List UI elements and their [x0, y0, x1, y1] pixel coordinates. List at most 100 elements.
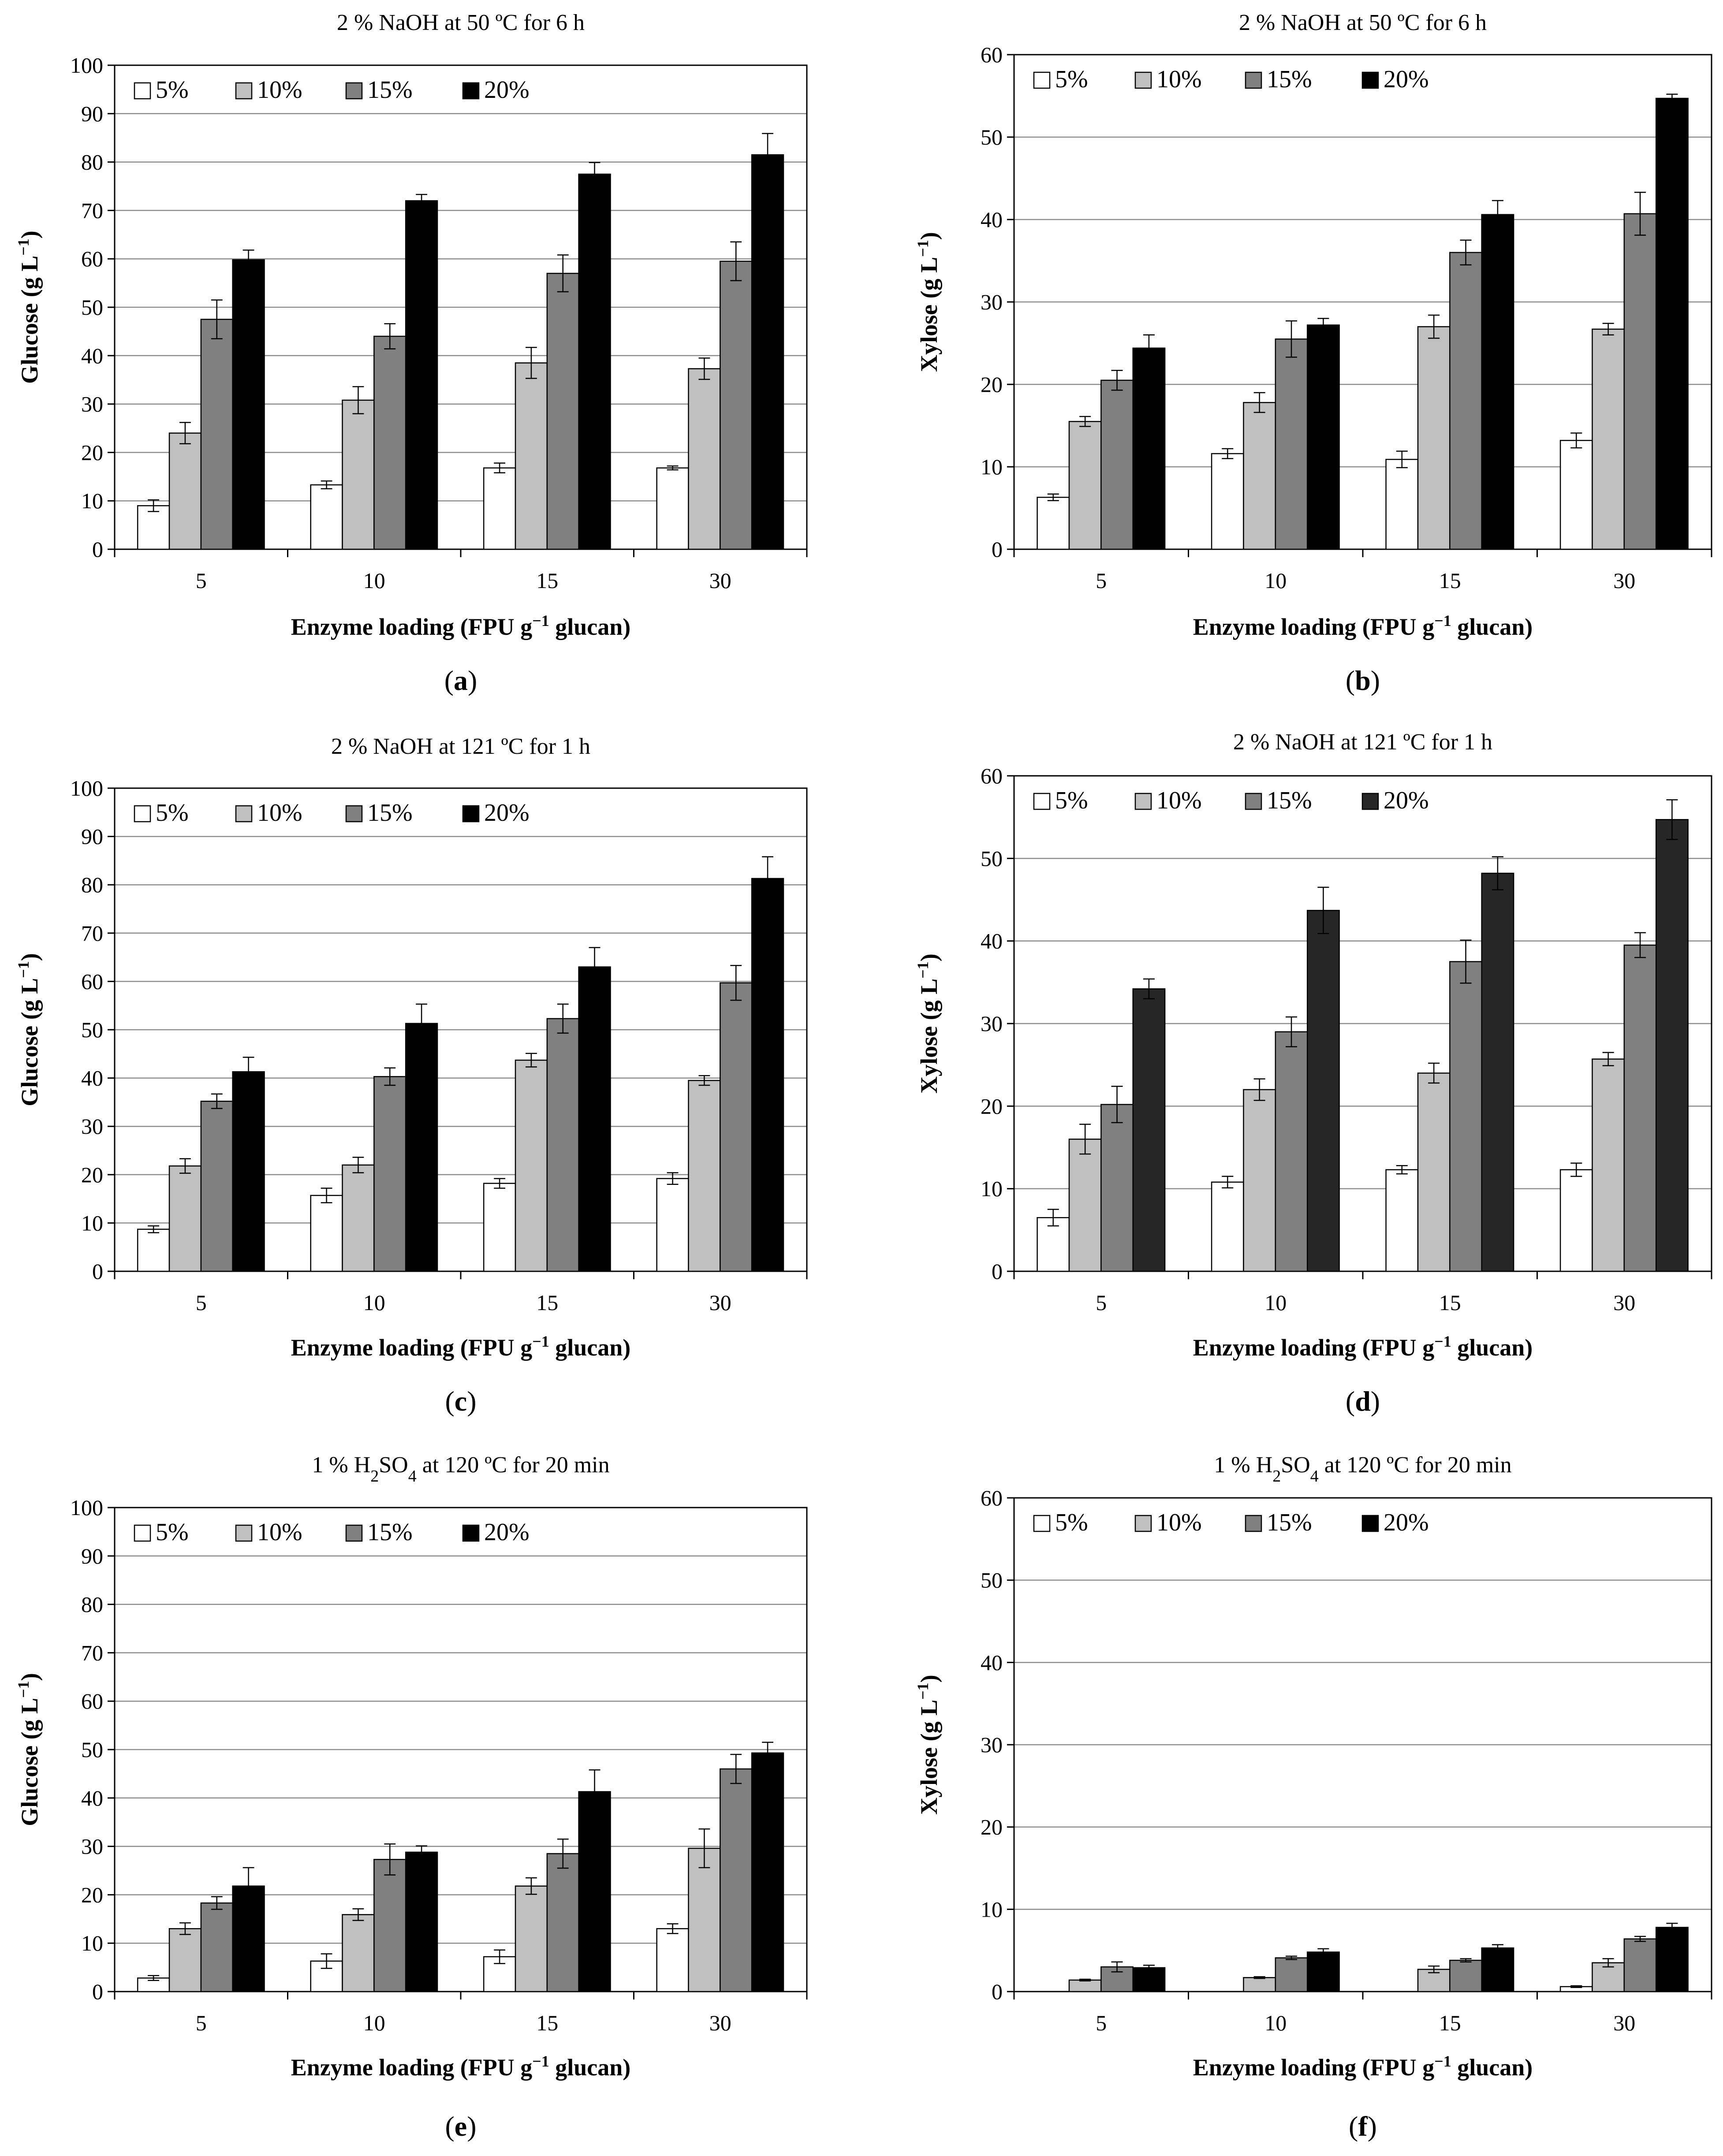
legend-swatch-15pct: [345, 805, 363, 823]
bar-5pct-30: [656, 1178, 689, 1272]
bar-20pct-5: [1132, 988, 1166, 1272]
bar-10pct-30: [688, 1847, 721, 1992]
legend-label-10pct: 10%: [1156, 787, 1202, 814]
y-tick-label: 10: [81, 1931, 103, 1955]
bar-20pct-10: [1306, 1951, 1340, 1992]
y-tick-label: 30: [981, 1732, 1003, 1757]
x-axis-title: Enzyme loading (FPU g−1 glucan): [1193, 1333, 1533, 1361]
legend-label-15pct: 15%: [367, 799, 413, 827]
legend-swatch-20pct: [462, 82, 480, 100]
y-tick-label: 10: [981, 1177, 1003, 1201]
bar-10pct-5: [1068, 1139, 1102, 1272]
legend-label-20pct: 20%: [484, 1519, 530, 1546]
x-tick-label: 15: [536, 1290, 558, 1315]
x-tick-label: 10: [363, 1290, 385, 1315]
legend-swatch-10pct: [1134, 1515, 1152, 1532]
y-tick-label: 60: [81, 1689, 103, 1713]
y-tick-label: 10: [981, 454, 1003, 479]
bar-15pct-10: [1275, 1957, 1308, 1992]
legend-label-10pct: 10%: [257, 76, 302, 104]
x-tick-label: 10: [1264, 2011, 1287, 2035]
legend-swatch-10pct: [235, 82, 253, 100]
x-axis-title: Enzyme loading (FPU g−1 glucan): [1193, 612, 1533, 640]
legend-label-5pct: 5%: [1055, 787, 1088, 814]
bar-5pct-15: [483, 467, 516, 550]
y-axis-title: Xylose (g L−1): [914, 232, 942, 372]
bar-20pct-15: [578, 966, 611, 1272]
legend-label-20pct: 20%: [484, 799, 530, 827]
bar-5pct-5: [1037, 496, 1070, 550]
bar-20pct-10: [1306, 324, 1340, 550]
bar-15pct-30: [1623, 213, 1657, 550]
bar-20pct-30: [1655, 819, 1689, 1272]
chart-panel-e: 1 % H2SO4 at 120 ºC for 20 min 0 10 20 30 40 5…: [15, 1452, 808, 2142]
y-axis-title: Xylose (g L−1): [914, 1675, 942, 1814]
bar-15pct-5: [200, 1902, 233, 1992]
bar-10pct-30: [688, 368, 721, 550]
legend-swatch-15pct: [345, 82, 363, 100]
legend-swatch-10pct: [235, 805, 253, 823]
y-tick-label: 10: [81, 488, 103, 513]
y-tick-label: 80: [81, 150, 103, 175]
chart-panel-c: 2 % NaOH at 121 ºC for 1 h 0 10 20 30 40 50 60 7…: [15, 734, 808, 1417]
y-tick-label: 50: [81, 1737, 103, 1762]
y-tick-label: 90: [81, 1544, 103, 1568]
y-axis-title: Glucose (g L−1): [15, 1673, 43, 1826]
legend-label-15pct: 15%: [367, 1519, 413, 1546]
legend-label-10pct: 10%: [1156, 66, 1202, 93]
panel-label: (b): [1346, 665, 1380, 696]
y-tick-label: 20: [981, 1815, 1003, 1839]
bar-15pct-30: [1623, 1938, 1657, 1992]
x-tick-label: 10: [1264, 1290, 1287, 1315]
bar-20pct-15: [578, 173, 611, 550]
legend-swatch-10pct: [1134, 793, 1152, 810]
y-axis-title: Glucose (g L−1): [15, 231, 43, 384]
bar-20pct-15: [578, 1791, 611, 1992]
bar-5pct-30: [656, 1928, 689, 1992]
bar-20pct-30: [1655, 97, 1689, 550]
y-tick-label: 30: [981, 1011, 1003, 1036]
y-tick-label: 20: [81, 1162, 103, 1187]
x-tick-label: 15: [1439, 568, 1461, 593]
bar-5pct-10: [1211, 1181, 1244, 1272]
bar-5pct-30: [656, 467, 689, 550]
legend-label-20pct: 20%: [1384, 787, 1429, 814]
bar-20pct-5: [1132, 347, 1166, 550]
legend-label-5pct: 5%: [1055, 1509, 1088, 1536]
y-tick-label: 10: [81, 1210, 103, 1235]
bar-15pct-10: [1275, 1031, 1308, 1272]
bar-15pct-15: [546, 1853, 579, 1992]
bar-20pct-15: [1481, 1947, 1514, 1992]
legend-swatch-5pct: [134, 1524, 151, 1542]
legend-swatch-10pct: [1134, 71, 1152, 89]
y-tick-label: 40: [81, 1066, 103, 1091]
legend-label-5pct: 5%: [156, 799, 189, 827]
y-tick-label: 50: [981, 1568, 1003, 1593]
y-tick-label: 90: [81, 101, 103, 126]
legend-swatch-5pct: [134, 82, 151, 100]
legend-swatch-5pct: [134, 805, 151, 823]
bar-5pct-15: [1385, 1169, 1419, 1272]
legend-label-5pct: 5%: [156, 1519, 189, 1546]
legend-swatch-20pct: [1361, 1515, 1379, 1532]
bar-15pct-15: [1449, 1959, 1482, 1992]
y-tick-label: 50: [81, 1017, 103, 1042]
legend-swatch-15pct: [1245, 71, 1262, 89]
y-tick-label: 20: [981, 1094, 1003, 1118]
chart-title: 2 % NaOH at 50 ºC for 6 h: [337, 10, 585, 35]
bar-15pct-30: [1623, 944, 1657, 1272]
legend-swatch-15pct: [1245, 793, 1262, 810]
bar-15pct-15: [1449, 961, 1482, 1272]
bar-10pct-5: [168, 1165, 202, 1272]
x-tick-label: 30: [1613, 1290, 1635, 1315]
x-axis-title: Enzyme loading (FPU g−1 glucan): [1193, 2052, 1533, 2081]
y-tick-label: 0: [992, 1259, 1003, 1284]
y-tick-label: 0: [92, 537, 103, 562]
bar-10pct-5: [1068, 421, 1102, 550]
bar-10pct-10: [1243, 1089, 1276, 1272]
x-axis-title: Enzyme loading (FPU g−1 glucan): [291, 612, 631, 640]
bar-20pct-5: [232, 1885, 265, 1992]
bar-20pct-10: [405, 1023, 438, 1272]
bar-10pct-5: [168, 432, 202, 550]
x-axis-title: Enzyme loading (FPU g−1 glucan): [291, 1333, 631, 1361]
